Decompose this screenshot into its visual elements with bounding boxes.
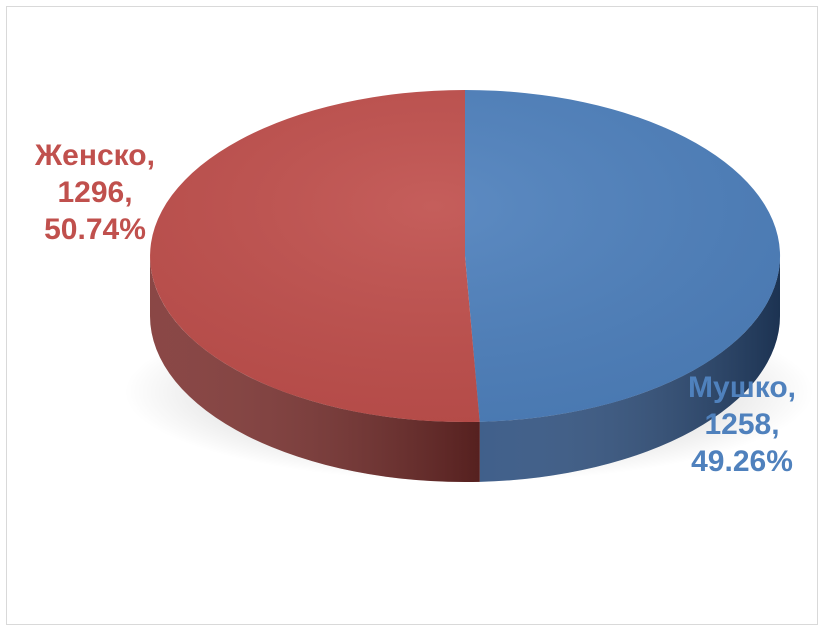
data-label-mushko: Мушко, 1258, 49.26% [667,369,817,480]
label-name: Женско, [35,139,155,172]
pie-side-shade-женско [150,256,480,483]
chart-area: Женско, 1296, 50.74% Мушко, 1258, 49.26% [6,6,818,625]
label-name: Мушко, [688,371,796,404]
data-label-zhensko: Женско, 1296, 50.74% [15,137,175,248]
label-value: 1258, [704,408,780,441]
pie-side-shade-мушко [479,256,780,482]
label-value: 1296, [57,176,133,209]
pie-chart [124,90,814,483]
pie-sides [150,256,780,483]
label-percent: 50.74% [44,213,146,246]
label-percent: 49.26% [691,445,793,478]
